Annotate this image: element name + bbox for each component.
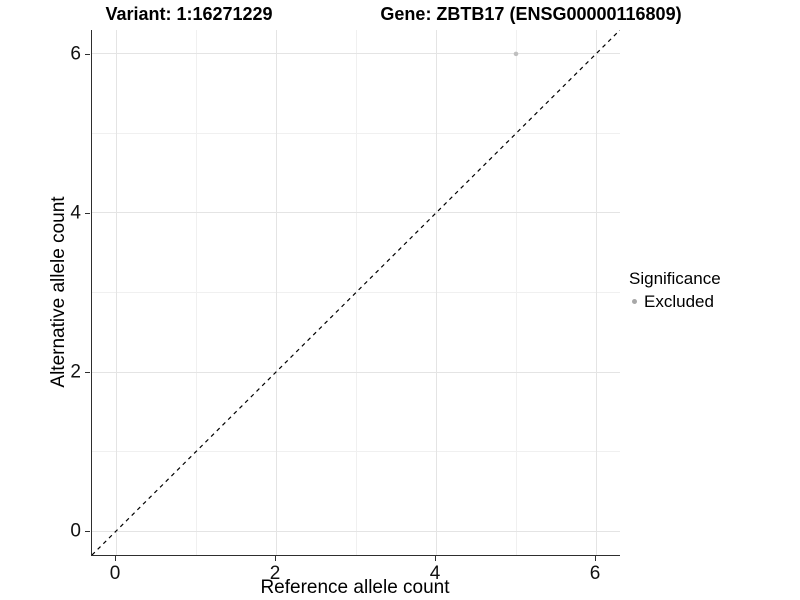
legend-item-excluded: Excluded (629, 292, 721, 311)
x-axis-title: Reference allele count (260, 577, 450, 598)
gridline-y-major (92, 371, 620, 373)
gridline-y-minor (92, 132, 620, 134)
gridline-y-minor (92, 451, 620, 453)
plot-panel (91, 30, 620, 556)
y-axis-tick (85, 372, 90, 374)
y-axis-tick-label: 4 (70, 202, 81, 224)
y-axis-tick (85, 531, 90, 533)
y-axis-tick-label: 0 (70, 520, 81, 542)
y-axis-tick (85, 212, 90, 214)
gridline-x-major (595, 30, 597, 555)
gridline-y-major (92, 530, 620, 532)
y-axis-title: Alternative allele count (48, 196, 69, 388)
x-axis-tick (435, 556, 436, 561)
x-axis-tick-label: 4 (429, 563, 441, 584)
x-axis-tick (115, 556, 116, 561)
excluded-point-icon (632, 299, 637, 304)
gridline-y-minor (92, 292, 620, 293)
legend-title: Significance (629, 269, 721, 288)
y-axis-tick-label: 2 (70, 361, 81, 383)
gridline-x-major (115, 30, 117, 555)
scatter-layer (92, 30, 620, 555)
gene-title: Gene: ZBTB17 (ENSG00000116809) (380, 4, 682, 24)
data-point (513, 51, 519, 57)
identity-reference-line (92, 30, 620, 555)
legend-item-label: Excluded (644, 292, 714, 311)
gridline-x-major (435, 30, 437, 555)
legend: Significance Excluded (629, 268, 721, 311)
x-axis-tick-label: 0 (109, 563, 121, 584)
gridline-x-major (275, 30, 277, 555)
y-axis-tick-label: 6 (70, 43, 81, 65)
variant-title: Variant: 1:16271229 (105, 4, 273, 24)
gridline-y-major (92, 212, 620, 214)
gridline-y-major (92, 53, 620, 55)
x-axis-tick (275, 556, 276, 561)
x-axis-tick-label: 2 (269, 563, 281, 584)
y-axis-tick (85, 53, 90, 55)
x-axis-tick-label: 6 (589, 563, 601, 584)
x-axis-tick (595, 556, 596, 561)
